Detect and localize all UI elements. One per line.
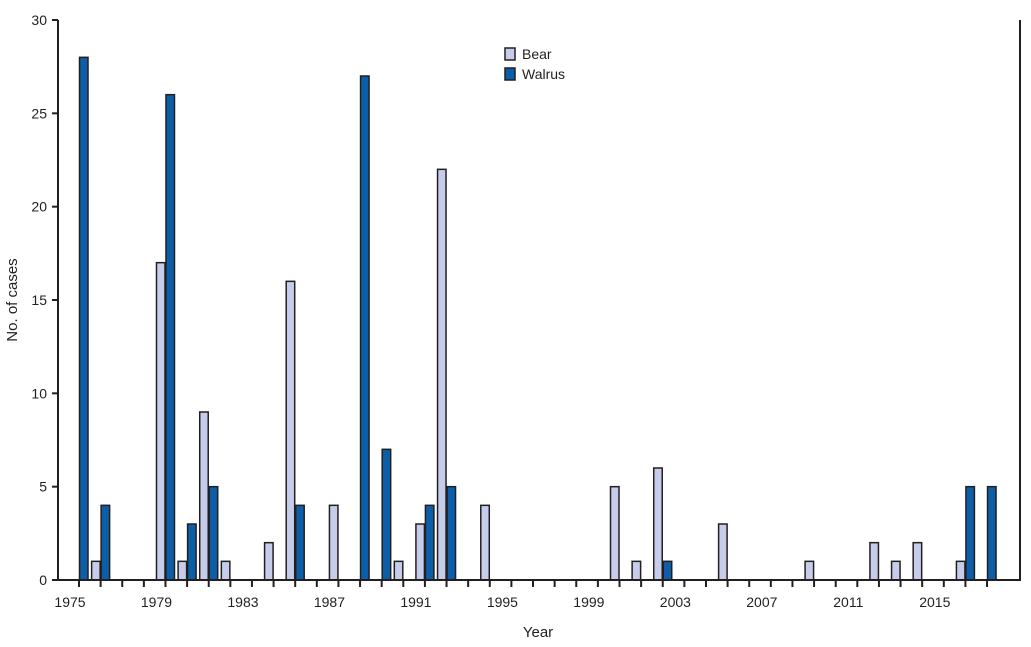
legend-label-bear: Bear (522, 46, 552, 62)
bar-walrus-1981 (208, 485, 219, 581)
bar-walrus-1979 (165, 93, 176, 581)
bar-walrus-2017 (986, 485, 997, 581)
bar-bear-1985 (285, 280, 296, 581)
y-tick-label: 20 (31, 199, 47, 215)
bar-walrus-1992 (446, 485, 457, 581)
bar-walrus-2016 (965, 485, 976, 581)
bar-walrus-1989 (381, 448, 392, 581)
bar-bear-1981 (198, 411, 209, 581)
y-tick-label: 10 (31, 385, 47, 401)
legend-label-walrus: Walrus (522, 66, 565, 82)
bar-bear-2000 (609, 485, 620, 581)
legend-swatch-bear (504, 47, 516, 61)
bar-bear-2012 (869, 541, 880, 581)
bar-bear-1982 (220, 560, 231, 581)
bar-bear-1987 (328, 504, 339, 581)
y-tick-label: 15 (31, 292, 47, 308)
bar-bear-2005 (717, 523, 728, 581)
bar-walrus-1991 (424, 504, 435, 581)
legend: Bear Walrus (504, 46, 565, 82)
x-tick-label: 1999 (573, 594, 604, 610)
x-tick-label: 1975 (54, 594, 85, 610)
x-tick-label: 2003 (660, 594, 691, 610)
bar-walrus-1980 (186, 523, 197, 581)
bar-bear-1980 (177, 560, 188, 581)
bar-bear-1991 (415, 523, 426, 581)
x-tick-label: 1979 (141, 594, 172, 610)
x-tick-label: 1991 (400, 594, 431, 610)
x-tick-label: 1987 (314, 594, 345, 610)
bar-walrus-2002 (662, 560, 673, 581)
bar-walrus-1976 (100, 504, 111, 581)
bar-bear-2009 (804, 560, 815, 581)
bar-walrus-1988 (359, 75, 370, 581)
bar-bear-1990 (393, 560, 404, 581)
bar-bear-1976 (90, 560, 101, 581)
x-axis-label: Year (523, 624, 553, 641)
y-tick-label: 25 (31, 105, 47, 121)
x-tick-label: 1983 (227, 594, 258, 610)
bar-bear-1994 (480, 504, 491, 581)
y-tick-label: 0 (39, 572, 47, 588)
x-tick-label: 2007 (746, 594, 777, 610)
bar-bear-1984 (263, 541, 274, 581)
legend-swatch-walrus (504, 67, 516, 81)
x-tick-label: 2015 (919, 594, 950, 610)
bar-bear-2002 (652, 467, 663, 581)
bar-bear-2001 (631, 560, 642, 581)
y-tick-label: 30 (31, 12, 47, 28)
y-axis-label: No. of cases (4, 258, 21, 341)
bar-walrus-1985 (294, 504, 305, 581)
bar-bear-2013 (890, 560, 901, 581)
bar-bear-1992 (436, 168, 447, 581)
x-tick-label: 1995 (487, 594, 518, 610)
bar-bear-2014 (912, 541, 923, 581)
x-tick-label: 2011 (833, 594, 863, 610)
bar-bear-2016 (955, 560, 966, 581)
bar-bear-1979 (155, 261, 166, 581)
y-tick-label: 5 (39, 479, 47, 495)
bar-walrus-1975 (78, 56, 89, 581)
